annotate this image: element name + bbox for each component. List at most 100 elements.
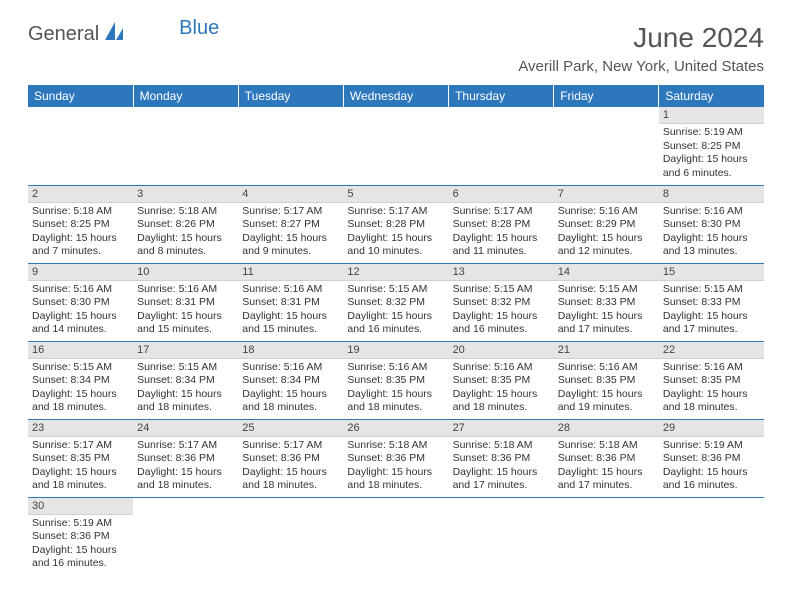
day-details: Sunrise: 5:16 AMSunset: 8:29 PMDaylight:… — [554, 203, 659, 262]
day-details: Sunrise: 5:16 AMSunset: 8:30 PMDaylight:… — [28, 281, 133, 340]
calendar-cell — [554, 497, 659, 575]
day-details: Sunrise: 5:17 AMSunset: 8:36 PMDaylight:… — [238, 437, 343, 496]
day-details: Sunrise: 5:18 AMSunset: 8:36 PMDaylight:… — [343, 437, 448, 496]
day-header: Tuesday — [238, 85, 343, 107]
calendar-row: 30Sunrise: 5:19 AMSunset: 8:36 PMDayligh… — [28, 497, 764, 575]
header: General Blue June 2024 Averill Park, New… — [28, 22, 764, 75]
day-details: Sunrise: 5:17 AMSunset: 8:27 PMDaylight:… — [238, 203, 343, 262]
day-details: Sunrise: 5:19 AMSunset: 8:36 PMDaylight:… — [659, 437, 764, 496]
calendar-cell: 22Sunrise: 5:16 AMSunset: 8:35 PMDayligh… — [659, 341, 764, 419]
day-number: 3 — [133, 186, 238, 203]
day-details: Sunrise: 5:16 AMSunset: 8:31 PMDaylight:… — [238, 281, 343, 340]
day-details: Sunrise: 5:16 AMSunset: 8:35 PMDaylight:… — [449, 359, 554, 418]
day-details: Sunrise: 5:16 AMSunset: 8:34 PMDaylight:… — [238, 359, 343, 418]
calendar-cell: 8Sunrise: 5:16 AMSunset: 8:30 PMDaylight… — [659, 185, 764, 263]
calendar-head: SundayMondayTuesdayWednesdayThursdayFrid… — [28, 85, 764, 107]
location: Averill Park, New York, United States — [518, 58, 764, 75]
calendar-row: 1Sunrise: 5:19 AMSunset: 8:25 PMDaylight… — [28, 107, 764, 185]
day-details: Sunrise: 5:16 AMSunset: 8:35 PMDaylight:… — [659, 359, 764, 418]
calendar-cell — [238, 497, 343, 575]
day-header: Monday — [133, 85, 238, 107]
day-details: Sunrise: 5:17 AMSunset: 8:28 PMDaylight:… — [343, 203, 448, 262]
day-number: 17 — [133, 342, 238, 359]
calendar-cell: 16Sunrise: 5:15 AMSunset: 8:34 PMDayligh… — [28, 341, 133, 419]
calendar-row: 2Sunrise: 5:18 AMSunset: 8:25 PMDaylight… — [28, 185, 764, 263]
day-number: 1 — [659, 107, 764, 124]
day-details: Sunrise: 5:15 AMSunset: 8:32 PMDaylight:… — [343, 281, 448, 340]
day-number: 20 — [449, 342, 554, 359]
day-number: 23 — [28, 420, 133, 437]
calendar-row: 23Sunrise: 5:17 AMSunset: 8:35 PMDayligh… — [28, 419, 764, 497]
day-details: Sunrise: 5:16 AMSunset: 8:35 PMDaylight:… — [343, 359, 448, 418]
day-number: 5 — [343, 186, 448, 203]
calendar-cell — [343, 497, 448, 575]
day-header: Thursday — [449, 85, 554, 107]
day-number: 29 — [659, 420, 764, 437]
sail-icon — [103, 22, 125, 47]
calendar-body: 1Sunrise: 5:19 AMSunset: 8:25 PMDaylight… — [28, 107, 764, 575]
day-details: Sunrise: 5:18 AMSunset: 8:25 PMDaylight:… — [28, 203, 133, 262]
calendar-cell: 3Sunrise: 5:18 AMSunset: 8:26 PMDaylight… — [133, 185, 238, 263]
day-details: Sunrise: 5:15 AMSunset: 8:34 PMDaylight:… — [133, 359, 238, 418]
day-details: Sunrise: 5:19 AMSunset: 8:36 PMDaylight:… — [28, 515, 133, 574]
day-number: 22 — [659, 342, 764, 359]
calendar-cell: 26Sunrise: 5:18 AMSunset: 8:36 PMDayligh… — [343, 419, 448, 497]
day-number: 25 — [238, 420, 343, 437]
calendar-cell: 20Sunrise: 5:16 AMSunset: 8:35 PMDayligh… — [449, 341, 554, 419]
day-details: Sunrise: 5:15 AMSunset: 8:33 PMDaylight:… — [659, 281, 764, 340]
day-number: 26 — [343, 420, 448, 437]
calendar-cell: 25Sunrise: 5:17 AMSunset: 8:36 PMDayligh… — [238, 419, 343, 497]
day-details: Sunrise: 5:17 AMSunset: 8:28 PMDaylight:… — [449, 203, 554, 262]
calendar-cell: 19Sunrise: 5:16 AMSunset: 8:35 PMDayligh… — [343, 341, 448, 419]
calendar-cell: 10Sunrise: 5:16 AMSunset: 8:31 PMDayligh… — [133, 263, 238, 341]
calendar-cell: 14Sunrise: 5:15 AMSunset: 8:33 PMDayligh… — [554, 263, 659, 341]
day-header: Sunday — [28, 85, 133, 107]
calendar-cell: 4Sunrise: 5:17 AMSunset: 8:27 PMDaylight… — [238, 185, 343, 263]
day-details: Sunrise: 5:18 AMSunset: 8:36 PMDaylight:… — [449, 437, 554, 496]
day-number: 21 — [554, 342, 659, 359]
calendar-cell: 18Sunrise: 5:16 AMSunset: 8:34 PMDayligh… — [238, 341, 343, 419]
day-number: 24 — [133, 420, 238, 437]
calendar-cell — [449, 107, 554, 185]
calendar-cell: 30Sunrise: 5:19 AMSunset: 8:36 PMDayligh… — [28, 497, 133, 575]
day-details: Sunrise: 5:15 AMSunset: 8:33 PMDaylight:… — [554, 281, 659, 340]
day-number: 12 — [343, 264, 448, 281]
calendar-cell: 15Sunrise: 5:15 AMSunset: 8:33 PMDayligh… — [659, 263, 764, 341]
day-number: 18 — [238, 342, 343, 359]
day-header: Wednesday — [343, 85, 448, 107]
day-details: Sunrise: 5:15 AMSunset: 8:32 PMDaylight:… — [449, 281, 554, 340]
calendar-cell — [554, 107, 659, 185]
logo: General Blue — [28, 22, 219, 47]
day-details: Sunrise: 5:16 AMSunset: 8:31 PMDaylight:… — [133, 281, 238, 340]
day-number: 2 — [28, 186, 133, 203]
day-number: 30 — [28, 498, 133, 515]
calendar-table: SundayMondayTuesdayWednesdayThursdayFrid… — [28, 85, 764, 575]
calendar-cell: 6Sunrise: 5:17 AMSunset: 8:28 PMDaylight… — [449, 185, 554, 263]
month-title: June 2024 — [518, 22, 764, 54]
day-details: Sunrise: 5:16 AMSunset: 8:35 PMDaylight:… — [554, 359, 659, 418]
day-number: 8 — [659, 186, 764, 203]
title-block: June 2024 Averill Park, New York, United… — [518, 22, 764, 75]
calendar-cell — [343, 107, 448, 185]
calendar-cell: 23Sunrise: 5:17 AMSunset: 8:35 PMDayligh… — [28, 419, 133, 497]
calendar-cell: 24Sunrise: 5:17 AMSunset: 8:36 PMDayligh… — [133, 419, 238, 497]
calendar-cell — [28, 107, 133, 185]
day-header: Friday — [554, 85, 659, 107]
day-number: 15 — [659, 264, 764, 281]
calendar-cell — [133, 497, 238, 575]
calendar-cell: 7Sunrise: 5:16 AMSunset: 8:29 PMDaylight… — [554, 185, 659, 263]
calendar-row: 16Sunrise: 5:15 AMSunset: 8:34 PMDayligh… — [28, 341, 764, 419]
day-details: Sunrise: 5:18 AMSunset: 8:36 PMDaylight:… — [554, 437, 659, 496]
calendar-cell: 28Sunrise: 5:18 AMSunset: 8:36 PMDayligh… — [554, 419, 659, 497]
day-number: 10 — [133, 264, 238, 281]
day-details: Sunrise: 5:15 AMSunset: 8:34 PMDaylight:… — [28, 359, 133, 418]
calendar-cell: 11Sunrise: 5:16 AMSunset: 8:31 PMDayligh… — [238, 263, 343, 341]
day-number: 4 — [238, 186, 343, 203]
calendar-cell: 12Sunrise: 5:15 AMSunset: 8:32 PMDayligh… — [343, 263, 448, 341]
calendar-cell: 13Sunrise: 5:15 AMSunset: 8:32 PMDayligh… — [449, 263, 554, 341]
calendar-cell — [238, 107, 343, 185]
day-number: 7 — [554, 186, 659, 203]
calendar-row: 9Sunrise: 5:16 AMSunset: 8:30 PMDaylight… — [28, 263, 764, 341]
day-number: 19 — [343, 342, 448, 359]
calendar-cell: 27Sunrise: 5:18 AMSunset: 8:36 PMDayligh… — [449, 419, 554, 497]
